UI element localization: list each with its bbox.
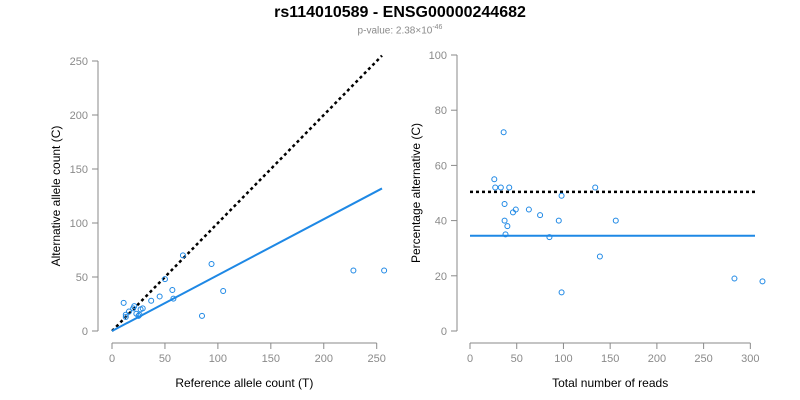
y-tick-label: 250 bbox=[70, 56, 88, 68]
x-tick-label: 100 bbox=[554, 353, 572, 365]
data-point bbox=[136, 311, 143, 318]
pvalue-exponent: -46 bbox=[432, 24, 443, 31]
data-point bbox=[381, 267, 388, 274]
y-tick-label: 40 bbox=[435, 216, 447, 228]
y-axis-title: Alternative allele count (C) bbox=[49, 126, 63, 267]
y-tick-label: 100 bbox=[70, 218, 88, 230]
x-tick-label: 300 bbox=[741, 353, 759, 365]
data-point bbox=[179, 252, 186, 259]
data-point bbox=[131, 303, 138, 310]
data-point bbox=[592, 184, 599, 191]
data-point bbox=[558, 289, 565, 296]
data-point bbox=[491, 176, 498, 183]
data-point bbox=[512, 206, 519, 213]
chart-title: rs114010589 - ENSG00000244682 bbox=[274, 4, 526, 21]
data-point bbox=[506, 184, 513, 191]
data-point bbox=[220, 288, 227, 295]
data-point bbox=[122, 313, 129, 320]
x-tick-label: 200 bbox=[315, 353, 333, 365]
x-tick-label: 150 bbox=[601, 353, 619, 365]
data-point bbox=[135, 312, 142, 319]
data-point bbox=[169, 286, 176, 293]
x-tick-label: 50 bbox=[159, 353, 171, 365]
y-axis-title: Percentage alternative (C) bbox=[409, 123, 423, 263]
data-point bbox=[125, 308, 132, 315]
x-tick-label: 100 bbox=[209, 353, 227, 365]
data-point bbox=[558, 192, 565, 199]
data-point bbox=[492, 184, 499, 191]
data-point bbox=[161, 276, 168, 283]
x-tick-label: 0 bbox=[109, 353, 115, 365]
x-tick-label: 50 bbox=[511, 353, 523, 365]
data-point bbox=[759, 278, 766, 285]
data-point bbox=[612, 217, 619, 224]
data-point bbox=[170, 295, 177, 302]
data-point bbox=[120, 299, 127, 306]
x-tick-label: 200 bbox=[648, 353, 666, 365]
data-point bbox=[731, 275, 738, 282]
data-point bbox=[525, 206, 532, 213]
pvalue-subtitle: p-value: 2.38×10-46 bbox=[0, 24, 800, 36]
x-tick-label: 250 bbox=[368, 353, 386, 365]
data-point bbox=[501, 217, 508, 224]
x-axis-title: Reference allele count (T) bbox=[175, 376, 313, 390]
data-point bbox=[537, 212, 544, 219]
data-point bbox=[199, 312, 205, 319]
data-point bbox=[350, 267, 357, 274]
data-point bbox=[555, 217, 562, 224]
data-point bbox=[122, 311, 129, 318]
data-point bbox=[148, 297, 155, 304]
data-point bbox=[501, 201, 508, 208]
y-tick-label: 0 bbox=[82, 326, 88, 338]
y-tick-label: 200 bbox=[70, 110, 88, 122]
y-tick-label: 100 bbox=[429, 50, 447, 62]
x-tick-label: 0 bbox=[467, 353, 473, 365]
data-point bbox=[208, 261, 215, 268]
allele-count-scatter-panel: 0 50 100 150 200 250 0 50 100 150 200 250 Reference … bbox=[49, 54, 388, 390]
x-tick-label: 150 bbox=[262, 353, 280, 365]
y-tick-label: 20 bbox=[435, 271, 447, 283]
x-axis-title: Total number of reads bbox=[552, 376, 668, 390]
data-point bbox=[139, 305, 146, 312]
data-point bbox=[500, 129, 507, 136]
data-point bbox=[546, 234, 553, 241]
y-tick-label: 150 bbox=[70, 164, 88, 176]
data-point bbox=[497, 184, 504, 191]
data-point bbox=[156, 293, 163, 300]
y-tick-label: 80 bbox=[435, 105, 447, 117]
y-tick-label: 0 bbox=[441, 326, 447, 338]
pvalue-label: p-value: 2.38×10 bbox=[357, 25, 433, 37]
data-point bbox=[596, 253, 603, 260]
y-tick-label: 50 bbox=[76, 272, 88, 284]
reference-line bbox=[111, 54, 383, 332]
x-tick-label: 250 bbox=[694, 353, 712, 365]
y-tick-label: 60 bbox=[435, 160, 447, 172]
percentage-alternative-scatter-panel: 0 20 40 60 80 100 0 50 100 150 200 250 300 Total numb… bbox=[409, 50, 766, 390]
data-point bbox=[504, 223, 511, 230]
data-point bbox=[502, 231, 509, 238]
fit-line bbox=[111, 187, 383, 332]
